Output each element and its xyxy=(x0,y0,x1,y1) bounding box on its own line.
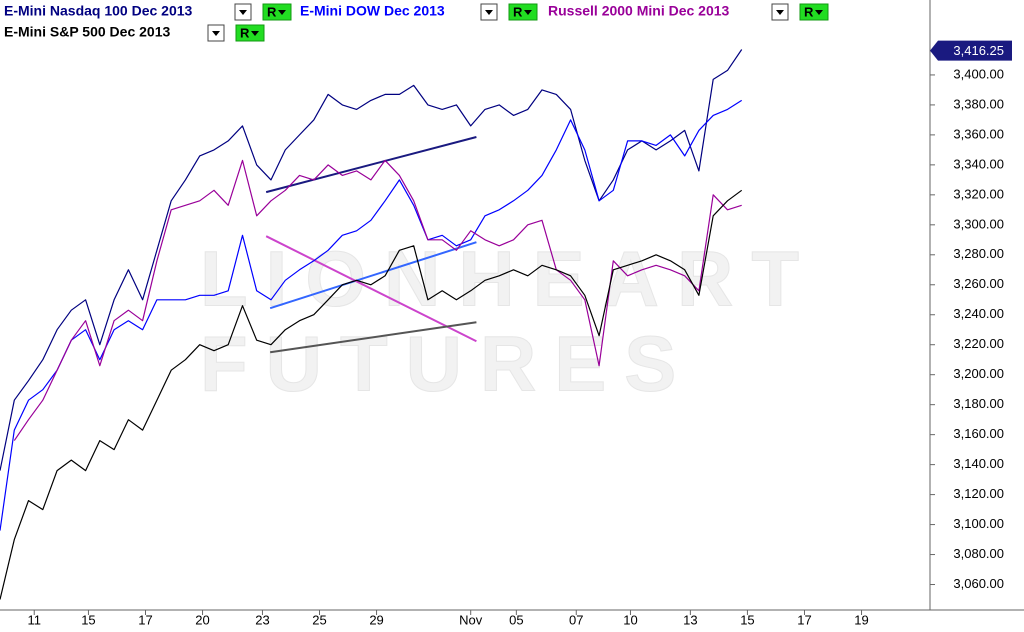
watermark: LIONHEART xyxy=(200,235,817,323)
x-tick-label: 13 xyxy=(683,612,697,627)
y-tick-label: 3,260.00 xyxy=(953,276,1004,291)
trendline xyxy=(265,136,477,194)
legend-button-label: R xyxy=(804,4,814,19)
y-tick-label: 3,220.00 xyxy=(953,336,1004,351)
y-tick-label: 3,180.00 xyxy=(953,396,1004,411)
x-tick-label: 11 xyxy=(27,612,41,627)
x-tick-label: 15 xyxy=(81,612,95,627)
legend-label: E-Mini Nasdaq 100 Dec 2013 xyxy=(4,3,193,19)
y-tick-label: 3,380.00 xyxy=(953,96,1004,111)
dropdown-arrow xyxy=(776,10,784,15)
x-tick-label: 15 xyxy=(740,612,754,627)
y-tick-label: 3,360.00 xyxy=(953,126,1004,141)
x-tick-label: 07 xyxy=(569,612,583,627)
y-tick-label: 3,240.00 xyxy=(953,306,1004,321)
price-line xyxy=(0,189,743,600)
legend-button-arrow xyxy=(251,31,259,36)
x-tick-label: 20 xyxy=(195,612,209,627)
x-tick-label: 05 xyxy=(509,612,523,627)
y-tick-label: 3,400.00 xyxy=(953,66,1004,81)
x-tick-label: 23 xyxy=(255,612,269,627)
price-line xyxy=(13,159,742,441)
price-line xyxy=(0,49,743,471)
x-tick-label: 25 xyxy=(312,612,326,627)
legend-button-label: R xyxy=(267,4,277,19)
y-tick-label: 3,080.00 xyxy=(953,546,1004,561)
dropdown-arrow xyxy=(212,31,220,36)
x-axis-band xyxy=(0,610,1024,632)
price-marker xyxy=(930,40,1012,61)
legend-label: E-Mini S&P 500 Dec 2013 xyxy=(4,24,170,40)
x-tick-label: 17 xyxy=(797,612,811,627)
price-marker-label: 3,416.25 xyxy=(953,43,1004,58)
dropdown-arrow xyxy=(485,10,493,15)
legend-button[interactable] xyxy=(799,3,829,21)
x-tick-label: 10 xyxy=(623,612,637,627)
y-tick-label: 3,320.00 xyxy=(953,186,1004,201)
legend-button[interactable] xyxy=(262,3,292,21)
y-tick-label: 3,200.00 xyxy=(953,366,1004,381)
trendline xyxy=(270,321,477,354)
y-tick-label: 3,060.00 xyxy=(953,576,1004,591)
legend-button[interactable] xyxy=(508,3,538,21)
y-tick-label: 3,280.00 xyxy=(953,246,1004,261)
trendline xyxy=(269,241,477,310)
legend-button-arrow xyxy=(278,10,286,15)
y-tick-label: 3,160.00 xyxy=(953,426,1004,441)
y-tick-label: 3,100.00 xyxy=(953,516,1004,531)
y-tick-label: 3,140.00 xyxy=(953,456,1004,471)
price-line xyxy=(0,99,743,531)
legend-button-arrow xyxy=(815,10,823,15)
legend-button-arrow xyxy=(524,10,532,15)
dropdown-arrow xyxy=(239,10,247,15)
x-tick-label: 17 xyxy=(138,612,152,627)
legend-button-label: R xyxy=(240,25,250,40)
legend-label: Russell 2000 Mini Dec 2013 xyxy=(548,3,730,19)
legend-label: E-Mini DOW Dec 2013 xyxy=(300,3,445,19)
y-tick-label: 3,340.00 xyxy=(953,156,1004,171)
x-tick-label: Nov xyxy=(459,612,483,627)
x-tick-label: 29 xyxy=(369,612,383,627)
y-tick-label: 3,120.00 xyxy=(953,486,1004,501)
trendline xyxy=(265,235,477,343)
watermark: FUTURES xyxy=(200,320,694,408)
legend-button[interactable] xyxy=(235,24,265,42)
x-tick-label: 19 xyxy=(854,612,868,627)
y-tick-label: 3,300.00 xyxy=(953,216,1004,231)
legend-button-label: R xyxy=(513,4,523,19)
